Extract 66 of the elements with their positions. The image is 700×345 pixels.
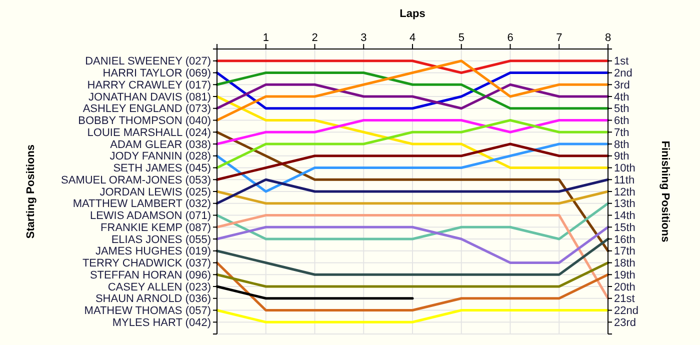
y-tick-label: 8th <box>614 138 630 151</box>
line-series <box>216 142 610 193</box>
y-tick-label: 9th <box>614 150 630 163</box>
line-series <box>216 60 610 122</box>
y-tick-label: 19th <box>614 269 636 282</box>
text: BOBBY THOMPSON (040) <box>78 115 211 128</box>
y-tick-label: 23rd <box>614 316 636 329</box>
text: MYLES HART (042) <box>112 316 211 329</box>
text: SAMUEL ORAM-JONES (053) <box>61 174 211 186</box>
line-series <box>216 95 610 169</box>
y-tick-label: 18th <box>614 258 636 270</box>
text: TERRY CHADWICK (037) <box>82 258 211 270</box>
text: FRANKIE KEMP (087) <box>100 222 211 234</box>
text: ASHLEY ENGLAND (073) <box>82 103 211 116</box>
text: JAMES HUGHES (019) <box>95 246 211 258</box>
text: JONATHAN DAVIS (081) <box>88 91 211 104</box>
text: SHAUN ARNOLD (036) <box>95 293 211 306</box>
y-tick-label: 4th <box>614 91 630 104</box>
y-tick-label: 16th <box>614 234 636 246</box>
x-tick-label: 1 <box>262 32 269 44</box>
y-tick-label: 13th <box>614 198 636 210</box>
x-tick-label: 6 <box>507 32 514 44</box>
text: MATHEW THOMAS (057) <box>84 305 211 318</box>
y-tick-label: 10th <box>614 162 636 175</box>
text: LOUIE MARSHALL (024) <box>87 126 211 139</box>
line-series <box>216 119 610 169</box>
text: HARRI TAYLOR (069) <box>102 68 211 80</box>
y-tick-label: 5th <box>614 103 630 116</box>
y-tick-label: 3rd <box>614 79 630 92</box>
text: STEFFAN HORAN (096) <box>90 269 211 282</box>
line-series <box>216 262 610 312</box>
y-tick-label: 21st <box>614 293 635 306</box>
y-tick-label: 6th <box>614 115 630 128</box>
x-axis-title: Laps <box>400 8 426 20</box>
text: SETH JAMES (045) <box>113 162 211 175</box>
y-tick-label: 11th <box>614 174 635 186</box>
x-tick-label: 8 <box>604 32 612 44</box>
text: HARRY CRAWLEY (017) <box>87 79 211 92</box>
x-tick-label: 7 <box>556 32 562 44</box>
line-series <box>216 202 610 240</box>
line-series <box>216 130 610 252</box>
text: ADAM GLEAR (038) <box>110 138 211 151</box>
text: Starting Positions <box>25 144 37 239</box>
y-tick-label: 7th <box>614 126 630 139</box>
y-tick-label: 14th <box>614 210 636 222</box>
text: ELIAS JONES (055) <box>111 234 211 246</box>
x-tick-label: 4 <box>409 32 416 44</box>
y-tick-label: 1st <box>614 56 629 68</box>
text: CASEY ALLEN (023) <box>108 281 211 294</box>
y-tick-label: 2nd <box>614 68 632 80</box>
y-tick-label: 22nd <box>614 305 638 318</box>
line-series <box>216 238 610 276</box>
text: MATTHEW LAMBERT (032) <box>72 198 211 210</box>
line-series <box>216 142 610 181</box>
x-tick-label: 5 <box>458 32 464 44</box>
y-tick-label: 12th <box>614 186 636 198</box>
y-tick-label: 15th <box>614 222 636 234</box>
x-tick-label: 2 <box>312 32 318 44</box>
y-tick-label: 17th <box>614 246 636 258</box>
y-axis-title: Finishing Positions <box>659 140 671 242</box>
text: DANIEL SWEENEY (027) <box>85 56 211 68</box>
text: JODY FANNIN (028) <box>110 150 211 163</box>
text: LEWIS ADAMSON (071) <box>90 210 211 222</box>
x-tick-label: 3 <box>360 32 367 44</box>
y-tick-label: 20th <box>614 281 636 294</box>
text: JORDAN LEWIS (025) <box>100 186 211 198</box>
